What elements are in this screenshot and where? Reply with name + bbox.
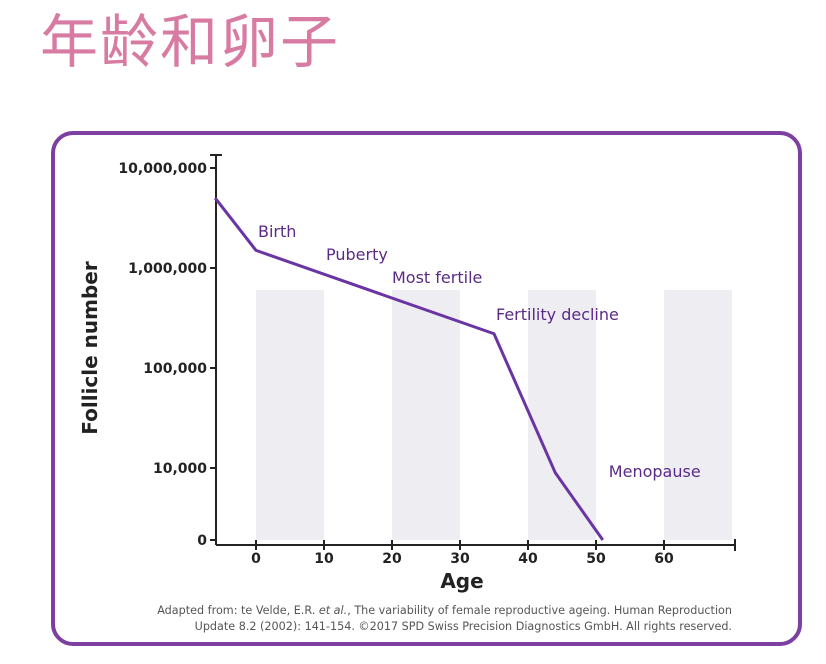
annotation-label: Most fertile (392, 268, 482, 287)
x-tick-label: 60 (654, 551, 674, 567)
caption-italic: et al. (318, 604, 348, 617)
shaded-band (256, 290, 324, 540)
shaded-band (528, 290, 596, 540)
annotation-label: Menopause (609, 462, 701, 481)
y-tick-label: 100,000 (143, 361, 207, 377)
x-tick-label: 40 (518, 551, 538, 567)
follicle-line (214, 197, 605, 541)
y-tick-label: 1,000,000 (128, 261, 207, 277)
x-tick-label: 0 (251, 551, 261, 567)
y-tick-label: 10,000 (153, 461, 207, 477)
x-tick-label: 50 (586, 551, 606, 567)
y-tick-label: 0 (197, 533, 207, 549)
annotation-label: Puberty (326, 245, 388, 264)
annotation-label: Birth (258, 222, 296, 241)
x-tick-label: 30 (450, 551, 470, 567)
shaded-band (664, 290, 732, 540)
y-tick-label: 10,000,000 (118, 161, 207, 177)
x-axis-title: Age (440, 569, 483, 593)
x-tick-label: 10 (314, 551, 334, 567)
shaded-band (392, 290, 460, 540)
caption-line2: Update 8.2 (2002): 141-154. ©2017 SPD Sw… (194, 620, 732, 633)
annotation-label: Fertility decline (496, 305, 619, 324)
caption-suffix: , The variability of female reproductive… (347, 604, 732, 617)
caption-prefix: Adapted from: te Velde, E.R. (157, 604, 319, 617)
y-axis-title: Follicle number (78, 261, 102, 435)
source-caption: Adapted from: te Velde, E.R. et al., The… (72, 603, 732, 635)
x-tick-label: 20 (382, 551, 402, 567)
page-title: 年龄和卵子 (40, 8, 341, 76)
